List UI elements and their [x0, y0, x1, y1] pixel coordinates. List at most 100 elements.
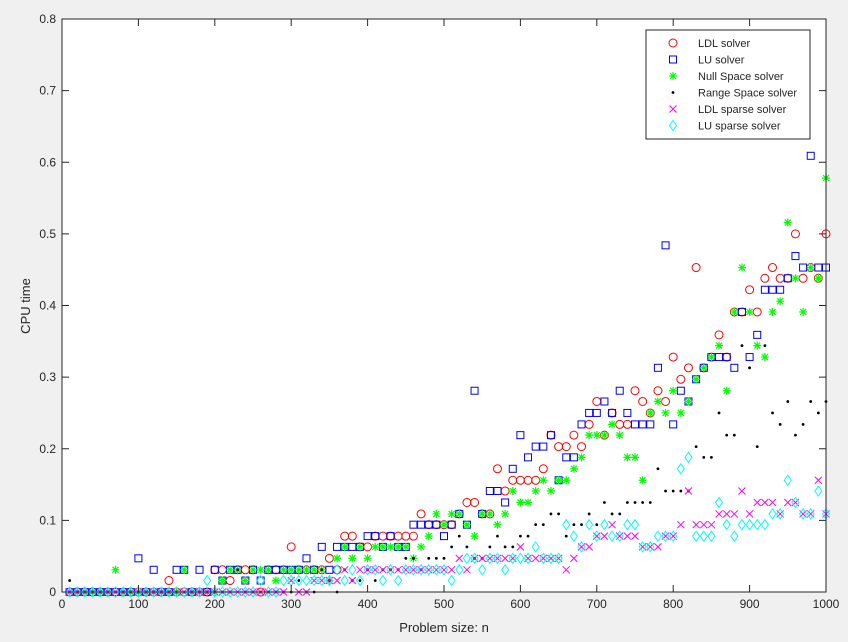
data-point: [692, 520, 700, 529]
data-point: [564, 534, 568, 538]
data-point: [320, 568, 324, 572]
data-point: [753, 341, 762, 350]
data-point: [572, 523, 576, 527]
data-point: [203, 574, 212, 587]
data-point: [600, 532, 609, 540]
data-point: [595, 523, 599, 527]
data-point: [745, 518, 754, 531]
data-point: [737, 307, 746, 316]
data-point: [607, 530, 617, 543]
data-point: [587, 512, 591, 516]
data-point: [493, 520, 502, 529]
data-point: [485, 552, 494, 565]
data-point: [88, 586, 97, 598]
data-point: [546, 487, 555, 496]
data-point: [424, 532, 433, 541]
data-point: [524, 453, 533, 462]
data-point: [702, 455, 706, 459]
data-point: [722, 386, 731, 395]
data-point: [141, 586, 151, 598]
data-point: [638, 396, 648, 406]
data-point: [730, 530, 739, 543]
data-point: [646, 541, 655, 553]
y-tick-label: 0.6: [39, 155, 56, 169]
legend-label: LDL solver: [698, 38, 751, 50]
data-point: [738, 487, 746, 495]
data-point: [638, 476, 647, 485]
y-tick-label: 0.4: [39, 299, 56, 313]
data-point: [816, 411, 820, 415]
data-point: [615, 431, 624, 440]
data-point: [538, 464, 548, 474]
data-point: [790, 229, 800, 239]
data-point: [562, 476, 571, 485]
data-point: [661, 241, 670, 250]
data-point: [755, 445, 759, 449]
data-point: [699, 520, 708, 529]
data-point: [760, 518, 769, 531]
data-point: [730, 363, 739, 372]
data-point: [287, 565, 296, 574]
data-point: [692, 530, 701, 543]
data-point: [562, 518, 571, 531]
data-point: [501, 498, 510, 507]
legend-marker-square: [669, 55, 677, 64]
data-point: [592, 530, 601, 543]
data-point: [585, 518, 594, 531]
data-point: [683, 363, 693, 373]
data-point: [363, 554, 372, 563]
legend: LDL solver LU solver Null Space solver Rang…: [645, 29, 811, 140]
data-point: [630, 518, 640, 531]
data-point: [783, 498, 792, 507]
data-point: [450, 545, 454, 549]
data-point: [371, 542, 380, 551]
data-point: [546, 431, 555, 440]
legend-marker-diamond: [668, 119, 678, 132]
data-point: [549, 512, 553, 516]
data-point: [416, 563, 426, 576]
data-point: [218, 586, 227, 598]
data-point: [501, 563, 510, 576]
data-point: [783, 274, 792, 283]
data-point: [355, 574, 365, 587]
data-point: [241, 586, 250, 598]
data-point: [408, 531, 418, 541]
data-point: [791, 252, 800, 261]
data-point: [600, 431, 609, 440]
axes: 0 100 200 300 400 500 600 700 800 900 1000 0 0.1 0.2 0…: [39, 12, 839, 611]
data-point: [531, 541, 540, 553]
data-point: [432, 520, 441, 529]
data-point: [386, 563, 395, 576]
series-diamond: [65, 451, 831, 598]
data-point: [524, 498, 533, 507]
data-point: [508, 487, 517, 496]
y-tick-label: 0.7: [39, 84, 56, 98]
data-point: [279, 574, 288, 587]
data-point: [164, 586, 174, 598]
data-point: [455, 509, 464, 518]
data-point: [404, 556, 408, 560]
data-point: [725, 433, 729, 437]
data-point: [455, 563, 464, 576]
data-point: [348, 576, 357, 585]
data-point: [768, 498, 777, 507]
data-point: [493, 552, 502, 565]
data-point: [722, 353, 731, 362]
data-point: [554, 476, 563, 485]
data-point: [557, 512, 560, 516]
data-point: [310, 565, 319, 574]
data-point: [378, 574, 387, 587]
data-point: [195, 565, 204, 574]
data-point: [603, 501, 606, 504]
data-point: [814, 485, 823, 497]
data-point: [794, 433, 797, 437]
data-point: [294, 565, 303, 574]
data-point: [531, 442, 540, 451]
data-point: [149, 586, 158, 598]
data-point: [286, 542, 296, 552]
data-point: [546, 552, 556, 565]
data-point: [577, 453, 586, 462]
data-point: [294, 574, 303, 587]
data-point: [534, 523, 538, 527]
data-point: [715, 341, 724, 350]
